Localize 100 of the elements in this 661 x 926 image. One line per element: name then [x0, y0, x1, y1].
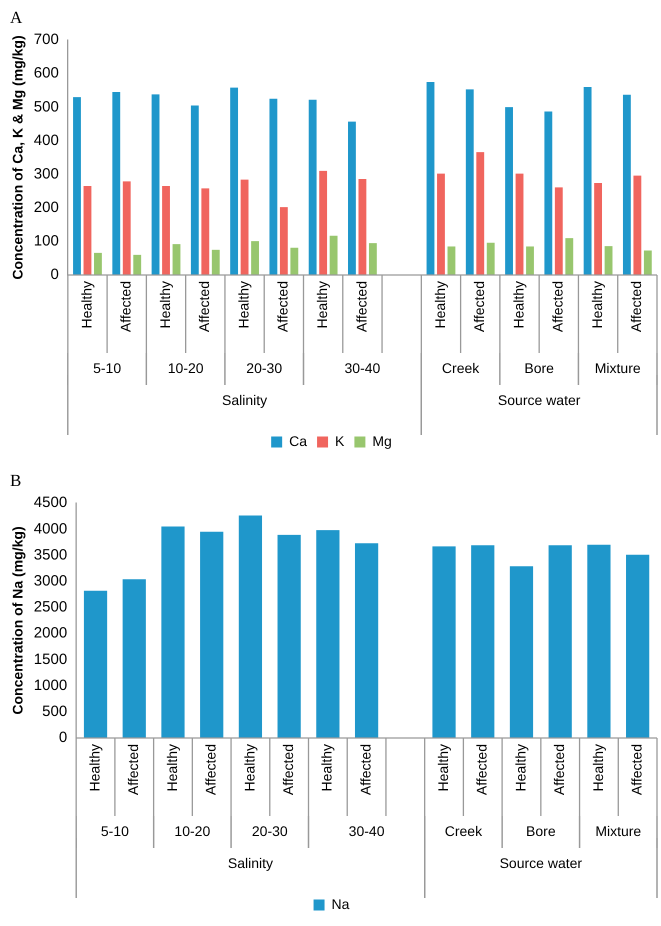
y-tick-label: 2000 [34, 624, 68, 642]
y-tick-label: 500 [42, 703, 68, 720]
bar [330, 236, 338, 275]
bar [133, 254, 142, 275]
bar [201, 188, 210, 275]
bar [251, 241, 259, 275]
y-tick-label: 0 [58, 729, 68, 746]
x-tick-label: Affected [196, 281, 212, 332]
bar [84, 590, 108, 738]
chart-title: B [10, 471, 22, 491]
y-axis-title: Concentration of Na (mg/kg) [9, 526, 26, 715]
x-tick-label: Healthy [78, 281, 94, 328]
text: Salinity [228, 854, 273, 871]
bar [200, 532, 224, 738]
y-tick-label: 700 [34, 31, 59, 48]
bar [162, 186, 170, 275]
source-note: Source water [500, 854, 582, 871]
bar [212, 250, 220, 275]
y-tick-label: 2500 [34, 598, 68, 616]
bar [565, 238, 574, 275]
bar [426, 82, 434, 275]
text: Mixture [595, 822, 642, 839]
bar [448, 246, 456, 275]
text: 10-20 [168, 360, 204, 376]
x-tick-label: Affected [471, 281, 488, 332]
bar [604, 246, 612, 275]
bar [554, 187, 563, 275]
bar [172, 244, 180, 275]
bar [122, 579, 146, 738]
x-tick-label: Affected [118, 281, 134, 332]
bar [278, 534, 301, 738]
x-tick-label: Healthy [86, 744, 102, 792]
y-axis-title: Concentration of Ca, K & Mg (mg/kg) [9, 35, 26, 280]
text: 10-20 [174, 822, 210, 839]
y-tick-label: 0 [50, 266, 59, 284]
bar [510, 566, 534, 738]
x-tick-label: Healthy [588, 281, 605, 328]
x-tick-label: Healthy [164, 744, 180, 792]
bar [316, 530, 340, 738]
bar [122, 181, 131, 275]
bar [476, 152, 484, 275]
x-tick-label: Affected [628, 281, 644, 332]
bar [432, 546, 456, 738]
text: Creek [444, 822, 484, 839]
y-tick-label: 4500 [34, 494, 68, 512]
legend-label: Na [332, 896, 350, 912]
x-tick-label: Affected [551, 744, 568, 796]
y-tick-label: 1000 [34, 676, 68, 694]
bar [348, 122, 356, 275]
x-tick-label: Healthy [510, 281, 526, 328]
text: Bore [524, 360, 554, 376]
bar [587, 544, 611, 738]
bar [230, 88, 238, 275]
text: Mixture [594, 360, 641, 376]
legend-label: Ca [289, 432, 308, 449]
bar [161, 526, 185, 738]
y-tick-label: 100 [34, 232, 59, 250]
x-tick-label: Affected [125, 744, 142, 796]
text: 5-10 [100, 822, 130, 839]
bar [544, 112, 552, 275]
y-tick-label: 300 [34, 165, 59, 182]
y-tick-label: 600 [34, 64, 59, 82]
bar [84, 186, 92, 275]
x-tick-label: Healthy [512, 744, 528, 792]
y-tick-label: 1500 [34, 650, 68, 668]
x-tick-label: Affected [274, 281, 291, 332]
bar [94, 252, 102, 275]
bar [548, 545, 572, 738]
bar [112, 92, 120, 275]
bar [626, 554, 650, 738]
x-tick-label: Affected [628, 744, 644, 796]
legend-label: K [335, 432, 346, 449]
bar [240, 180, 249, 275]
x-tick-label: Healthy [156, 281, 173, 328]
bar [584, 87, 592, 275]
x-tick-label: Affected [280, 744, 296, 796]
bar [280, 207, 288, 275]
y-tick-label: 500 [34, 98, 59, 116]
x-tick-label: Affected [474, 744, 490, 796]
bar [354, 543, 378, 738]
x-tick-label: Healthy [241, 744, 258, 792]
x-tick-label: Affected [357, 744, 374, 796]
source-note: Source water [498, 392, 581, 408]
y-tick-label: 4000 [34, 520, 68, 538]
chart-title: A [10, 8, 22, 28]
text: 30-40 [344, 360, 381, 376]
x-tick-label: Healthy [434, 744, 451, 792]
legend-label: Mg [372, 432, 392, 449]
text: Creek [442, 360, 480, 376]
bar [238, 516, 262, 738]
bar [633, 176, 642, 275]
y-tick-label: 400 [34, 132, 59, 149]
text: Salinity [222, 392, 268, 408]
text: 20-30 [252, 822, 288, 839]
bar [290, 248, 298, 275]
bar [437, 174, 445, 275]
bar [73, 97, 81, 275]
x-tick-label: Healthy [318, 744, 335, 792]
bar [368, 243, 377, 275]
y-tick-label: 3000 [34, 572, 68, 590]
